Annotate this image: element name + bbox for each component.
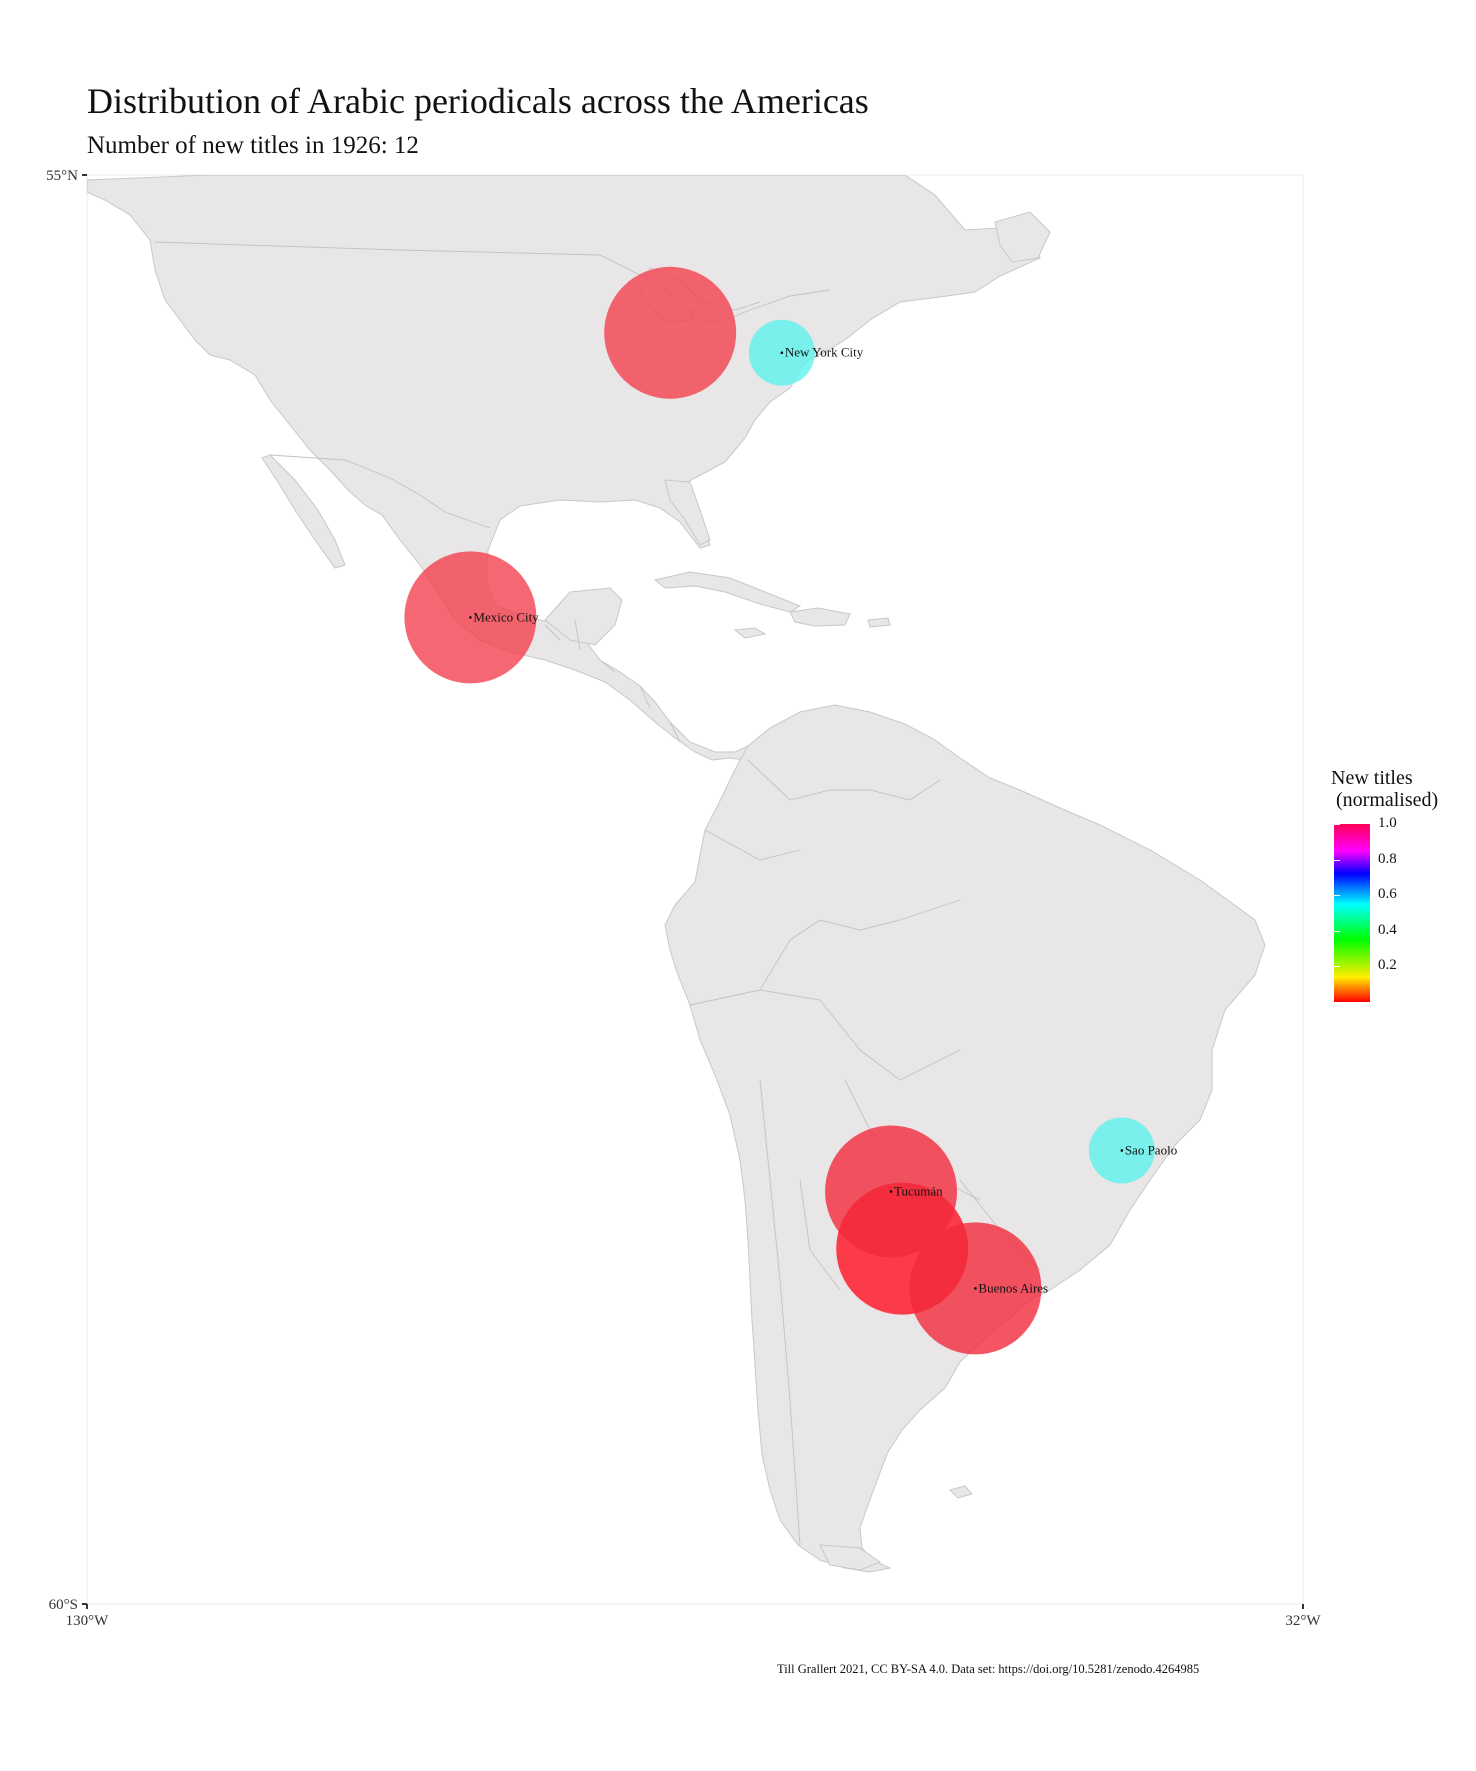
legend-tick-mark — [1334, 859, 1340, 861]
city-label-layer: New York City Mexico City Sao Paolo Tucumán… — [469, 345, 1177, 1295]
legend-tick-label: 0.4 — [1378, 921, 1397, 938]
bubble-unlabeled-0 — [604, 266, 737, 399]
legend-tick-mark — [1334, 824, 1340, 825]
y-axis: 55°N 60°S — [46, 168, 87, 1613]
newfoundland — [994, 211, 1051, 263]
falkland-islands — [949, 1485, 973, 1499]
x-axis: 130°W 32°W — [66, 1604, 1321, 1629]
city-label-buenos-aires: Buenos Aires — [978, 1280, 1048, 1295]
legend-color-bar — [1334, 824, 1370, 1002]
x-tick-label-right: 32°W — [1285, 1613, 1321, 1629]
city-label-tucum-n: Tucumán — [894, 1183, 943, 1198]
legend-tick-mark — [1334, 895, 1340, 897]
city-label-mexico-city: Mexico City — [473, 609, 539, 624]
city-label-sao-paolo: Sao Paolo — [1125, 1142, 1177, 1157]
us-mexico-border — [269, 454, 491, 529]
city-point-buenos-aires — [974, 1287, 977, 1290]
y-tick-label-top: 55°N — [46, 168, 78, 184]
yucatan — [544, 587, 623, 646]
x-tick-label-left: 130°W — [66, 1613, 109, 1629]
city-label-new-york-city: New York City — [785, 345, 864, 360]
south-america-landmass — [664, 704, 1266, 1573]
city-point-tucum-n — [889, 1190, 893, 1193]
chart-subtitle: Number of new titles in 1926: 12 — [87, 132, 419, 159]
tierra-del-fuego — [819, 1544, 882, 1571]
color-legend: New titles (normalised) 1.0 0.8 0.6 0.4 0.2 — [1331, 767, 1471, 1002]
legend-tick-label: 0.8 — [1378, 850, 1397, 867]
legend-tick-mark — [1334, 966, 1340, 968]
north-america-landmass — [87, 175, 1041, 761]
legend-tick-label: 0.6 — [1378, 886, 1397, 903]
hispaniola — [789, 607, 851, 627]
central-america-borders — [544, 619, 681, 743]
city-point-sao-paolo — [1120, 1149, 1124, 1152]
puerto-rico — [867, 617, 891, 628]
city-point-mexico-city — [469, 616, 472, 619]
jamaica — [733, 627, 767, 639]
florida — [664, 479, 711, 546]
source-caption: Till Grallert 2021, CC BY-SA 4.0. Data s… — [777, 1662, 1200, 1676]
chart-title: Distribution of Arabic periodicals acros… — [87, 81, 869, 121]
legend-title: New titles (normalised) — [1331, 767, 1439, 811]
legend-tick-label: 1.0 — [1378, 815, 1397, 831]
city-point-new-york-city — [780, 351, 784, 354]
legend-tick-label: 0.2 — [1378, 957, 1397, 974]
legend-tick-mark — [1334, 930, 1340, 932]
y-tick-label-bottom: 60°S — [49, 1597, 78, 1613]
baja-california — [261, 454, 346, 569]
